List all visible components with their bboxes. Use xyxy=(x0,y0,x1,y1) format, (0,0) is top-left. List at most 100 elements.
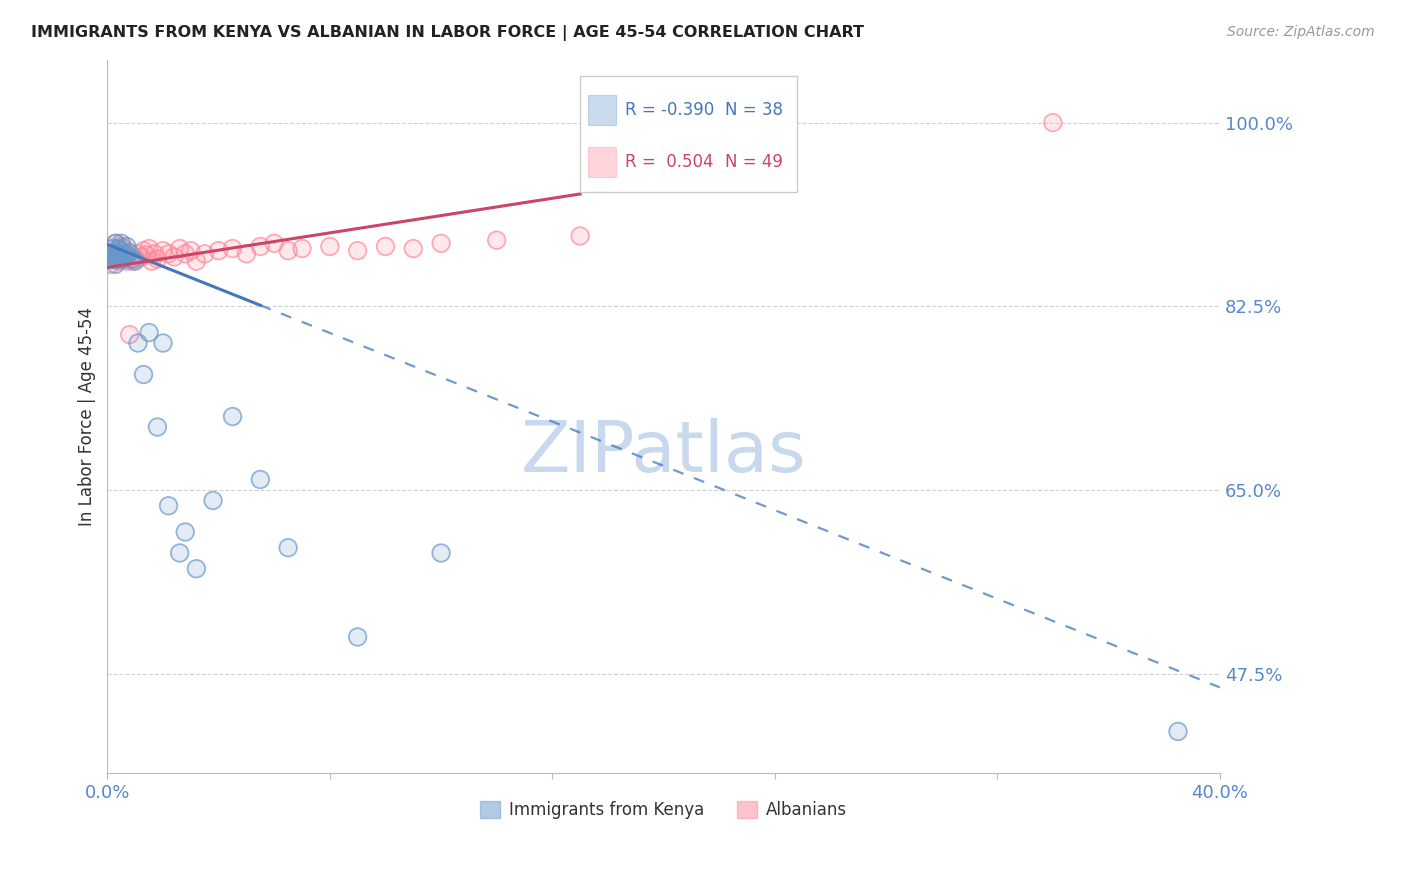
Point xyxy=(112,247,135,261)
Point xyxy=(124,252,146,266)
Point xyxy=(110,247,132,261)
Point xyxy=(124,254,146,268)
Point xyxy=(110,239,132,253)
Point xyxy=(277,541,299,555)
Point xyxy=(249,473,271,487)
FancyBboxPatch shape xyxy=(588,95,616,125)
Point xyxy=(101,247,124,261)
Point xyxy=(115,254,138,268)
Point xyxy=(319,239,342,253)
Point xyxy=(263,236,285,251)
Point xyxy=(107,252,129,266)
Point xyxy=(202,493,225,508)
Point xyxy=(110,244,132,258)
Point xyxy=(221,242,243,256)
Point xyxy=(141,254,163,268)
Point xyxy=(124,252,146,266)
Point xyxy=(110,236,132,251)
Point xyxy=(104,250,127,264)
Point xyxy=(157,247,180,261)
Point xyxy=(169,546,191,560)
Point xyxy=(124,254,146,268)
Point xyxy=(118,245,141,260)
Point xyxy=(107,254,129,268)
Point xyxy=(101,252,124,266)
Point xyxy=(132,368,155,382)
Text: N = 38: N = 38 xyxy=(724,101,783,119)
Point xyxy=(107,244,129,258)
Point xyxy=(221,409,243,424)
Point xyxy=(98,252,121,266)
Point xyxy=(207,244,229,258)
Point xyxy=(104,236,127,251)
Point xyxy=(146,420,169,434)
Point xyxy=(485,233,508,247)
Point xyxy=(1167,724,1189,739)
Point xyxy=(1042,115,1064,129)
Point xyxy=(146,420,169,434)
Legend: Immigrants from Kenya, Albanians: Immigrants from Kenya, Albanians xyxy=(474,794,853,826)
Point xyxy=(207,244,229,258)
Point xyxy=(107,252,129,266)
Point xyxy=(143,247,166,261)
Point xyxy=(101,242,124,256)
Point xyxy=(143,247,166,261)
Point xyxy=(110,236,132,251)
Point xyxy=(98,247,121,261)
Point xyxy=(121,254,143,268)
Point xyxy=(194,247,217,261)
Point xyxy=(101,252,124,266)
Point xyxy=(277,244,299,258)
Point xyxy=(221,242,243,256)
Point xyxy=(104,250,127,264)
Point xyxy=(169,242,191,256)
Point xyxy=(249,239,271,253)
Text: IMMIGRANTS FROM KENYA VS ALBANIAN IN LABOR FORCE | AGE 45-54 CORRELATION CHART: IMMIGRANTS FROM KENYA VS ALBANIAN IN LAB… xyxy=(31,25,863,41)
Point xyxy=(98,252,121,266)
Point xyxy=(132,368,155,382)
Point xyxy=(346,244,368,258)
Point xyxy=(104,257,127,271)
Point xyxy=(135,248,157,262)
Point xyxy=(104,236,127,251)
Point xyxy=(101,242,124,256)
Point xyxy=(112,252,135,266)
Point xyxy=(115,248,138,262)
Point xyxy=(157,499,180,513)
Point xyxy=(152,244,174,258)
Text: ZIPatlas: ZIPatlas xyxy=(520,417,807,487)
Point xyxy=(104,247,127,261)
Point xyxy=(169,546,191,560)
Point xyxy=(169,242,191,256)
Point xyxy=(180,244,202,258)
Point xyxy=(118,327,141,342)
Point xyxy=(146,252,169,266)
Point xyxy=(143,247,166,261)
Point xyxy=(430,236,453,251)
Point xyxy=(98,257,121,271)
Point xyxy=(146,252,169,266)
Point xyxy=(107,252,129,266)
Point xyxy=(110,247,132,261)
Point xyxy=(101,247,124,261)
Point xyxy=(110,252,132,266)
Point xyxy=(186,254,208,268)
Point xyxy=(98,252,121,266)
Point xyxy=(146,252,169,266)
Point xyxy=(112,242,135,256)
Point xyxy=(98,252,121,266)
Point xyxy=(138,242,160,256)
Point xyxy=(104,250,127,264)
Point xyxy=(277,244,299,258)
Point xyxy=(98,257,121,271)
Point xyxy=(110,244,132,258)
Point xyxy=(174,247,197,261)
Point xyxy=(124,252,146,266)
Point xyxy=(127,336,149,351)
Point xyxy=(115,254,138,268)
Point xyxy=(110,252,132,266)
Text: Source: ZipAtlas.com: Source: ZipAtlas.com xyxy=(1227,25,1375,39)
Point xyxy=(207,244,229,258)
Point xyxy=(174,247,197,261)
Point xyxy=(115,247,138,261)
